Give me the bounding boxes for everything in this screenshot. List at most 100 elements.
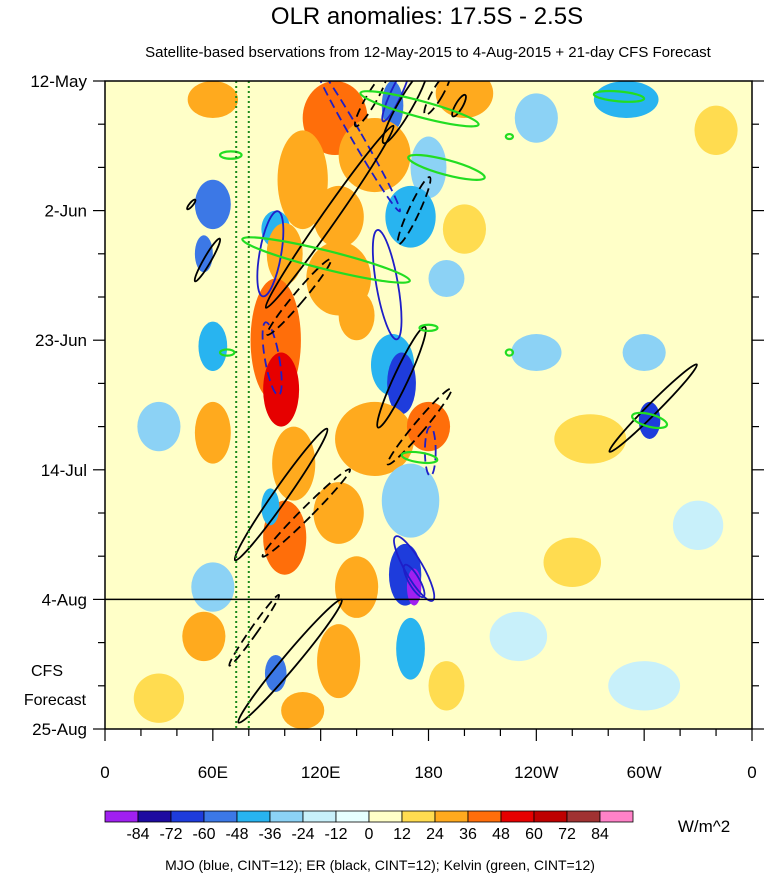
x-tick-label-2: 120E <box>301 763 341 782</box>
anomaly-patch-22 <box>338 290 375 341</box>
anomaly-patch-29 <box>194 401 231 464</box>
er-contour-1 <box>381 81 429 145</box>
colorbar-swatch-1 <box>137 810 172 823</box>
colorbar-label-9: 24 <box>426 826 444 843</box>
er-contour-9 <box>233 427 329 562</box>
anomaly-patch-44 <box>182 611 226 662</box>
anomaly-patch-27 <box>335 401 415 476</box>
y-tick-label-0: 12-May <box>30 72 87 91</box>
colorbar-swatch-3 <box>203 810 238 823</box>
y-axis: 12-May 2-Jun 23-Jun 14-Jul 4-Aug 25-Aug <box>30 72 764 739</box>
mjo-contour-6 <box>393 535 436 602</box>
anomaly-patch-49 <box>489 611 548 662</box>
anomaly-patch-47 <box>396 617 425 680</box>
kelvin-contour-4 <box>218 150 243 160</box>
anomaly-patch-14 <box>442 204 487 254</box>
colorbar-swatch-10 <box>434 810 469 823</box>
colorbar-swatch-9 <box>401 810 436 823</box>
anomaly-patch-15 <box>194 235 213 273</box>
er-contour-10 <box>261 468 351 558</box>
x-tick-label-0: 0 <box>100 763 109 782</box>
kelvin-contour-2 <box>407 153 486 181</box>
anomaly-patch-43 <box>672 500 724 551</box>
mjo-contour-4 <box>261 321 283 397</box>
x-tick-label-4: 120W <box>514 763 558 782</box>
anomaly-patch-23 <box>511 334 562 372</box>
anomaly-patch-13 <box>385 185 436 248</box>
anomaly-patch-25 <box>387 352 416 415</box>
er-contours <box>186 81 698 724</box>
er-contour-6 <box>266 258 333 336</box>
anomaly-patch-50 <box>608 661 681 711</box>
forecast-label-line1: CFS <box>31 663 63 680</box>
anomaly-patch-5 <box>410 136 447 199</box>
anomaly-patch-34 <box>381 463 440 538</box>
kelvin-contour-0 <box>241 236 411 284</box>
kelvin-contour-1 <box>359 90 480 128</box>
colorbar-swatch-13 <box>533 810 568 823</box>
colorbar-label-14: 84 <box>591 826 609 843</box>
colorbar-swatch-12 <box>500 810 535 823</box>
plot-area <box>105 81 752 729</box>
anomaly-patch-37 <box>313 482 364 544</box>
colorbar-label-13: 72 <box>558 826 576 843</box>
reference-lines <box>235 81 250 729</box>
colorbar-label-12: 60 <box>525 826 543 843</box>
mjo-contours <box>256 81 437 602</box>
anomaly-patch-42 <box>543 537 602 588</box>
anomaly-patch-0 <box>187 81 238 119</box>
anomaly-patch-20 <box>198 321 228 372</box>
kelvin-contour-3 <box>592 89 646 103</box>
y-tick-label-1: 2-Jun <box>44 202 87 221</box>
colorbar-swatch-2 <box>170 810 205 823</box>
colorbar-label-2: -60 <box>192 826 215 843</box>
x-axis: 0 60E 120E 180 120W 60W 0 <box>100 729 757 782</box>
er-contour-2 <box>423 81 452 116</box>
anomaly-patch-16 <box>266 222 303 285</box>
anomaly-patch-18 <box>428 259 465 297</box>
er-contour-14 <box>186 198 197 211</box>
colorbar-label-10: 36 <box>459 826 477 843</box>
y-tick-label-5: 25-Aug <box>32 720 87 739</box>
colorbar-swatch-4 <box>236 810 271 823</box>
colorbar-swatch-0 <box>104 810 139 823</box>
colorbar-swatch-8 <box>368 810 403 823</box>
kelvin-contours <box>218 89 669 465</box>
anomaly-patch-45 <box>264 654 287 692</box>
anomaly-patch-41 <box>191 562 235 612</box>
anomaly-patch-3 <box>338 118 411 193</box>
anomaly-patch-8 <box>694 105 738 156</box>
anomaly-patch-51 <box>281 691 325 729</box>
kelvin-contour-8 <box>504 348 515 357</box>
anomaly-patch-46 <box>317 624 361 699</box>
x-tick-label-5: 60W <box>627 763 662 782</box>
kelvin-contour-9 <box>218 348 236 357</box>
x-tick-label-1: 60E <box>198 763 228 782</box>
er-contour-8 <box>386 387 453 466</box>
y-tick-label-3: 14-Jul <box>41 461 87 480</box>
x-tick-label-6: 0 <box>747 763 756 782</box>
colorbar-label-5: -24 <box>291 826 314 843</box>
er-contour-5 <box>396 176 432 246</box>
mjo-contour-0 <box>312 81 401 213</box>
kelvin-contour-10 <box>504 132 515 141</box>
colorbar-swatch-14 <box>566 810 601 823</box>
colorbar-label-1: -72 <box>159 826 182 843</box>
mjo-contour-7 <box>402 563 426 599</box>
kelvin-contour-5 <box>400 450 439 465</box>
colorbar-unit: W/m^2 <box>678 817 730 836</box>
y-tick-label-2: 23-Jun <box>35 331 87 350</box>
colorbar-label-6: -12 <box>324 826 347 843</box>
colorbar-swatch-5 <box>269 810 304 823</box>
colorbar-swatch-6 <box>302 810 337 823</box>
chart-subtitle: Satellite-based bservations from 12-May-… <box>145 44 712 61</box>
colorbar-swatch-15 <box>599 810 634 823</box>
colorbar-label-4: -36 <box>258 826 281 843</box>
er-contour-7 <box>376 325 427 429</box>
forecast-label-line2: Forecast <box>24 692 87 709</box>
er-contour-0 <box>264 124 395 309</box>
colorbar-label-11: 48 <box>492 826 510 843</box>
chart-caption: MJO (blue, CINT=12); ER (black, CINT=12)… <box>165 857 595 873</box>
kelvin-contour-7 <box>418 323 439 333</box>
anomaly-patch-32 <box>137 401 181 452</box>
